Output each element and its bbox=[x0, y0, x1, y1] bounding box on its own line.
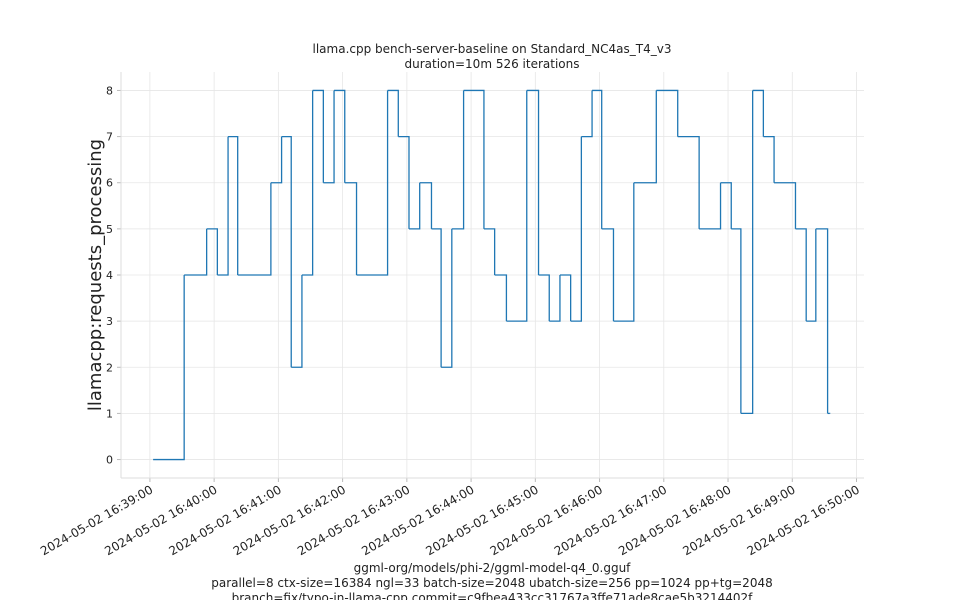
line-segment bbox=[795, 228, 807, 322]
line-segment bbox=[323, 90, 335, 184]
line-segment bbox=[613, 182, 635, 322]
line-segment bbox=[291, 275, 303, 368]
line-segment bbox=[494, 274, 508, 322]
line-segment bbox=[441, 228, 453, 368]
line-segment bbox=[206, 228, 219, 275]
line-segment bbox=[431, 228, 442, 368]
x-tick-label: 2024-05-02 16:50:00 bbox=[745, 482, 862, 558]
line-segment bbox=[549, 275, 561, 322]
line-segment bbox=[483, 228, 496, 275]
x-tick-label: 2024-05-02 16:47:00 bbox=[552, 482, 669, 558]
x-tick-label: 2024-05-02 16:45:00 bbox=[423, 482, 540, 558]
line-segment bbox=[228, 135, 239, 275]
line-segment bbox=[570, 136, 583, 322]
y-tick-label: 0 bbox=[106, 454, 113, 467]
x-axis-label: ggml-org/models/phi-2/ggml-model-q4_0.gg… bbox=[354, 561, 632, 575]
line-segment bbox=[419, 182, 433, 229]
line-segment bbox=[398, 135, 410, 229]
y-axis-label: llamacpp:requests_processing bbox=[85, 139, 106, 411]
line-segment bbox=[677, 135, 700, 229]
line-segment bbox=[526, 89, 540, 275]
line-segment bbox=[559, 274, 572, 322]
line-segment bbox=[592, 89, 603, 229]
line-segment bbox=[312, 89, 324, 183]
line-segment bbox=[740, 90, 754, 415]
line-segment bbox=[763, 135, 775, 183]
line-segment bbox=[334, 89, 346, 183]
line-segment bbox=[601, 228, 615, 322]
x-tick-label: 2024-05-02 16:39:00 bbox=[38, 482, 155, 558]
line-segment bbox=[463, 89, 485, 229]
line-segment bbox=[506, 90, 528, 322]
y-tick-label: 1 bbox=[106, 407, 113, 420]
line-segment bbox=[237, 182, 272, 276]
line-segment bbox=[184, 228, 208, 276]
x-tick-label: 2024-05-02 16:42:00 bbox=[231, 482, 348, 558]
line-segment bbox=[752, 89, 765, 137]
y-tick-label: 5 bbox=[106, 223, 113, 236]
line-segment bbox=[270, 136, 283, 184]
y-tick-label: 7 bbox=[106, 131, 113, 144]
x-tick-label: 2024-05-02 16:43:00 bbox=[295, 482, 412, 558]
x-tick-label: 2024-05-02 16:46:00 bbox=[488, 482, 605, 558]
line-segment bbox=[301, 90, 314, 276]
y-tick-label: 2 bbox=[106, 361, 113, 374]
chart-title: duration=10m 526 iterations bbox=[405, 57, 580, 71]
line-segment bbox=[387, 89, 399, 137]
line-segment bbox=[356, 90, 389, 276]
y-tick-label: 4 bbox=[106, 269, 113, 282]
x-tick-label: 2024-05-02 16:49:00 bbox=[680, 482, 797, 558]
line-segment bbox=[720, 182, 732, 229]
line-segment bbox=[581, 90, 593, 138]
x-tick-label: 2024-05-02 16:40:00 bbox=[102, 482, 219, 558]
line-segment bbox=[731, 228, 742, 414]
line-segment bbox=[774, 182, 797, 229]
x-axis-label: branch=fix/typo-in-llama-cpp commit=c9fb… bbox=[232, 591, 754, 600]
line-segment bbox=[656, 89, 679, 137]
x-axis-label: parallel=8 ctx-size=16384 ngl=33 batch-s… bbox=[211, 576, 772, 590]
line-segment bbox=[806, 228, 817, 322]
line-segment bbox=[153, 275, 185, 461]
line-segment bbox=[408, 182, 421, 230]
line-segment bbox=[538, 274, 550, 322]
line-segment bbox=[815, 228, 829, 414]
line-segment bbox=[344, 182, 358, 275]
line-segment bbox=[451, 90, 465, 230]
y-tick-label: 6 bbox=[106, 177, 113, 190]
line-segment bbox=[281, 135, 292, 368]
y-tick-label: 8 bbox=[106, 84, 113, 97]
line-segment bbox=[699, 182, 722, 230]
line-segment bbox=[217, 136, 229, 276]
chart-title: llama.cpp bench-server-baseline on Stand… bbox=[313, 42, 672, 56]
line-segment bbox=[633, 90, 657, 184]
x-tick-label: 2024-05-02 16:48:00 bbox=[616, 482, 733, 558]
x-tick-label: 2024-05-02 16:44:00 bbox=[359, 482, 476, 558]
y-tick-label: 3 bbox=[106, 315, 113, 328]
x-tick-label: 2024-05-02 16:41:00 bbox=[167, 482, 284, 558]
